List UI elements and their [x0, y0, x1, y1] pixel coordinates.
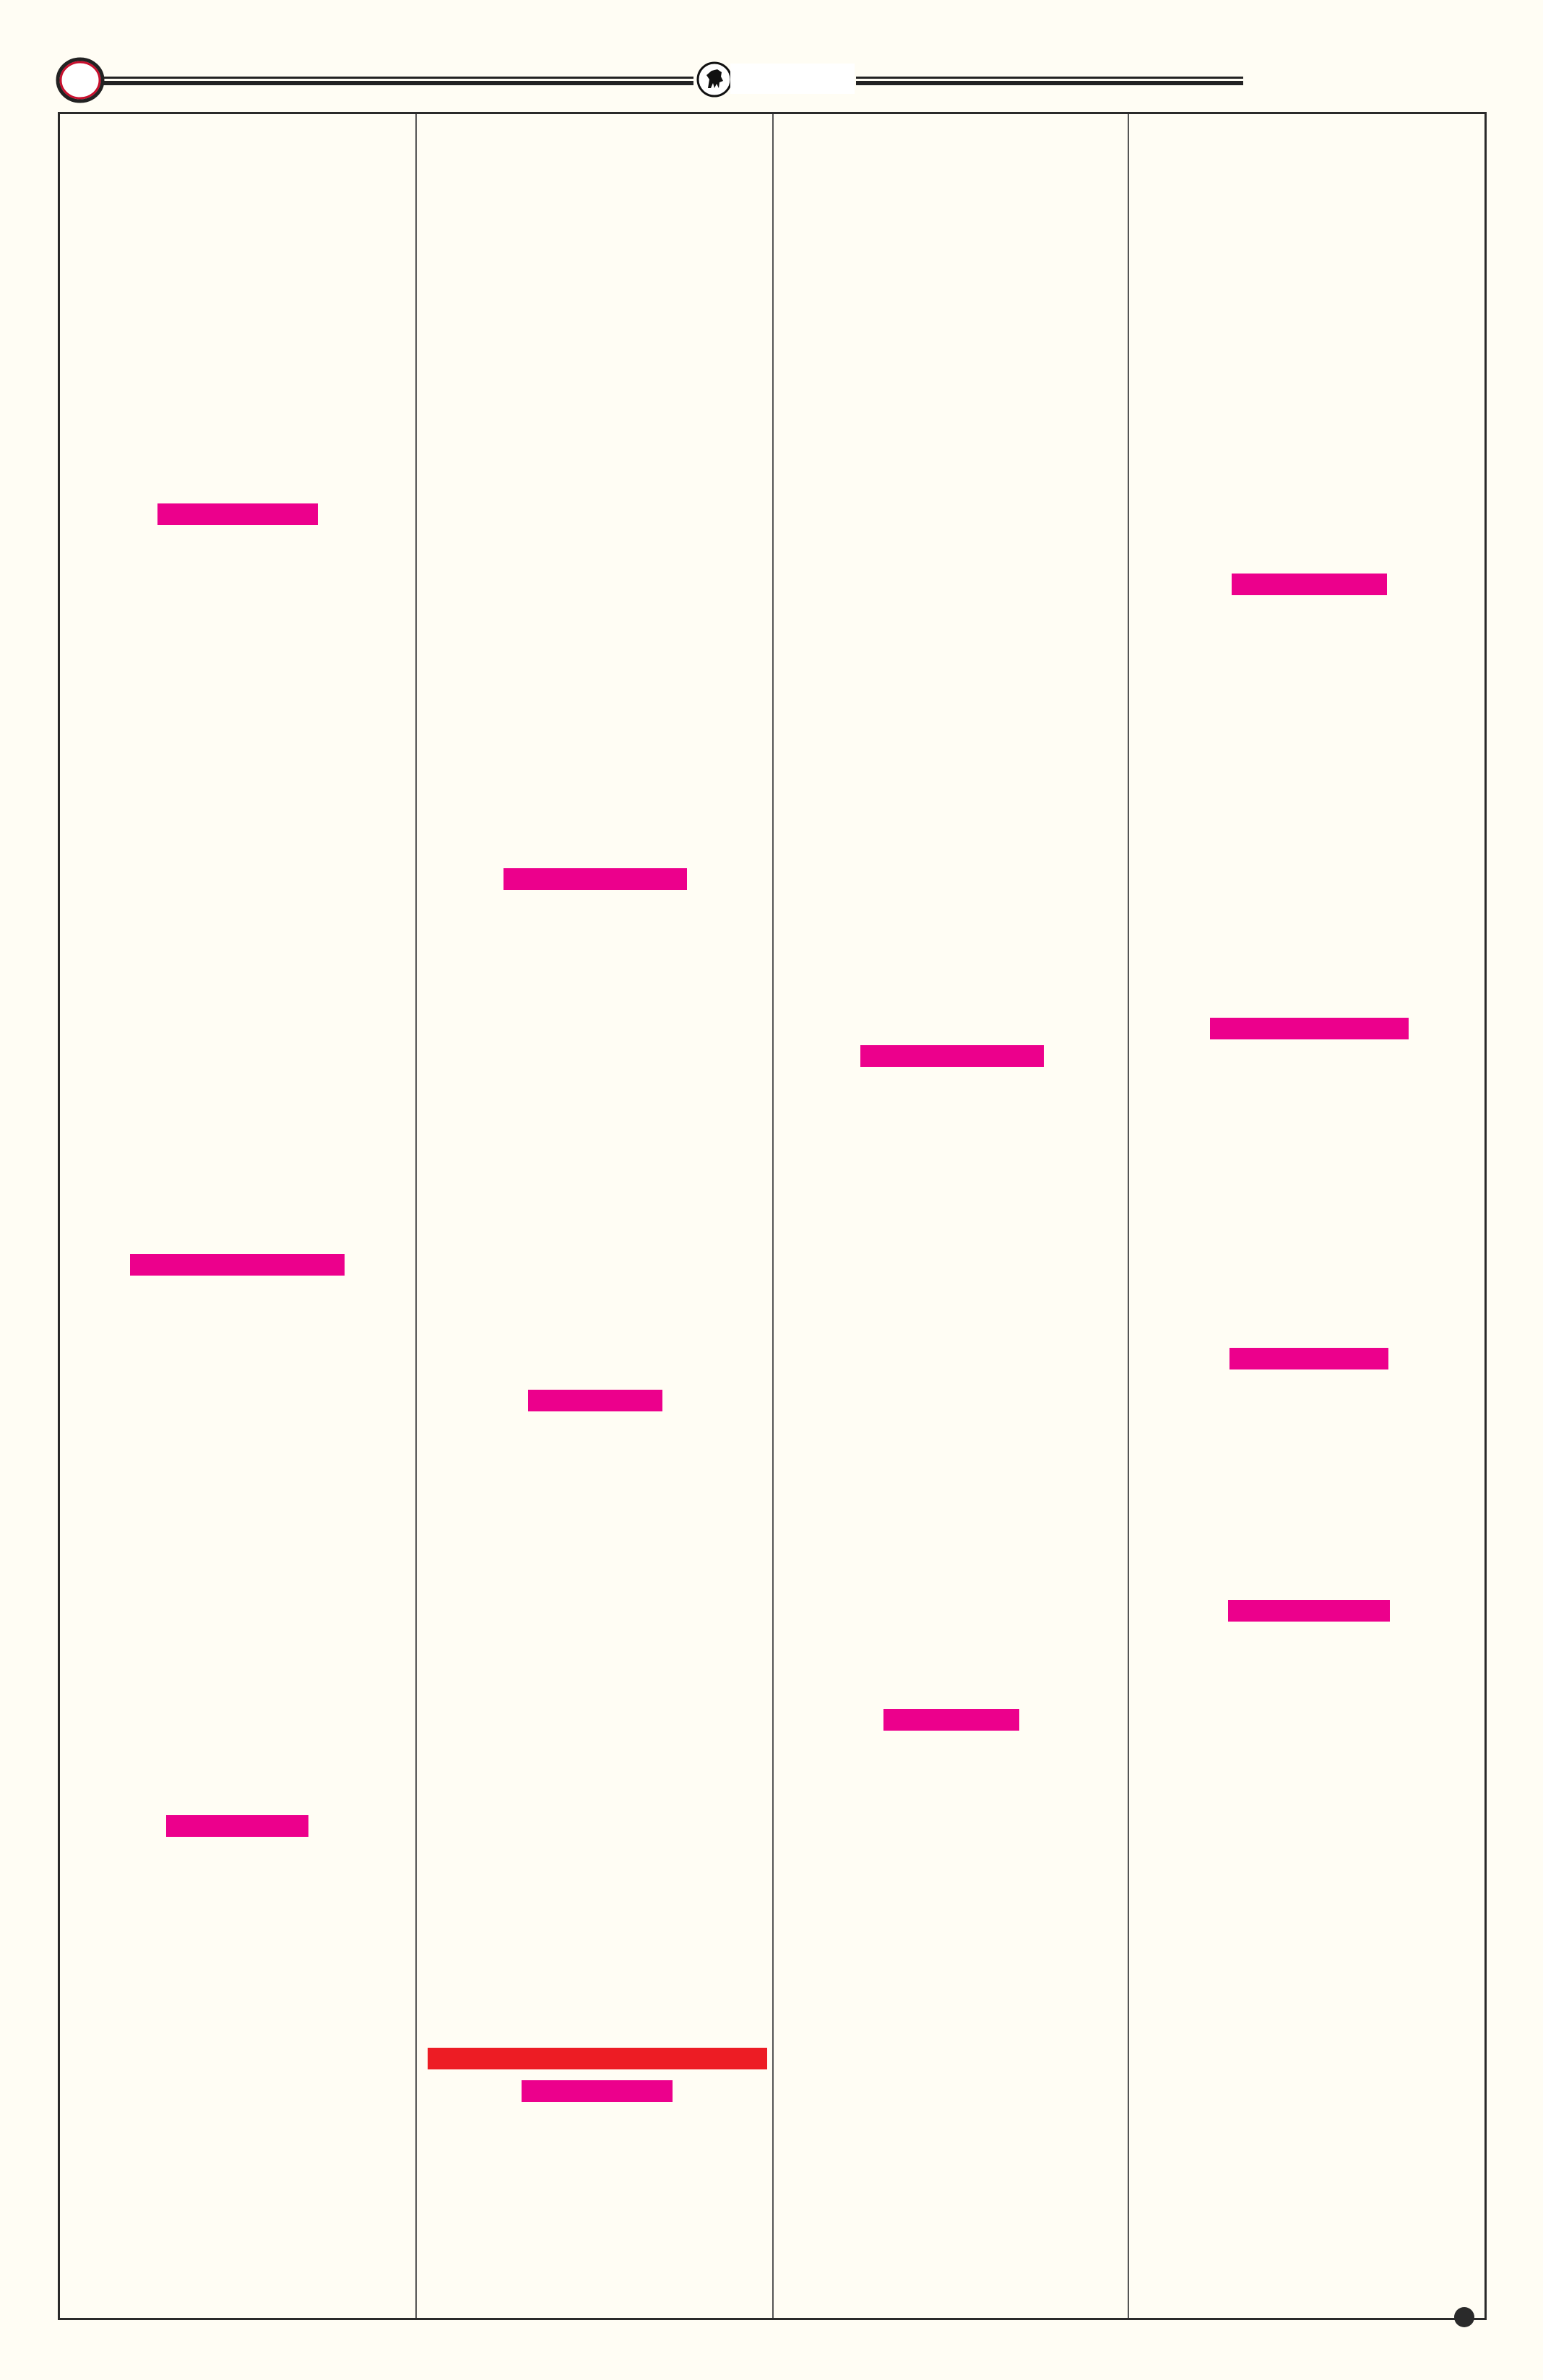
redacted-label — [1228, 1600, 1390, 1622]
redacted-label — [503, 868, 687, 890]
header-rule-left-thin — [103, 77, 693, 79]
redacted-label — [1229, 1348, 1388, 1369]
header-title-box — [730, 64, 855, 94]
redacted-label — [157, 503, 318, 525]
header-rule-right-thick — [856, 81, 1243, 85]
redacted-alert-label — [428, 2048, 767, 2069]
column-divider — [772, 114, 774, 2318]
ring-icon — [56, 57, 105, 103]
redacted-label — [1210, 1018, 1409, 1039]
dot-icon — [1454, 2307, 1474, 2327]
redacted-label — [522, 2080, 673, 2102]
emblem-icon — [696, 61, 732, 98]
redacted-label — [130, 1254, 345, 1276]
redacted-label — [528, 1390, 662, 1411]
content-frame — [58, 112, 1487, 2320]
column-divider — [1128, 114, 1129, 2318]
redacted-label — [860, 1045, 1044, 1067]
header — [0, 0, 1543, 108]
redacted-label — [1232, 574, 1387, 595]
header-rule-right-thin — [856, 77, 1243, 79]
header-rule-left-thick — [103, 81, 693, 85]
redacted-label — [166, 1815, 308, 1837]
redacted-label — [883, 1709, 1019, 1731]
column-divider — [415, 114, 417, 2318]
